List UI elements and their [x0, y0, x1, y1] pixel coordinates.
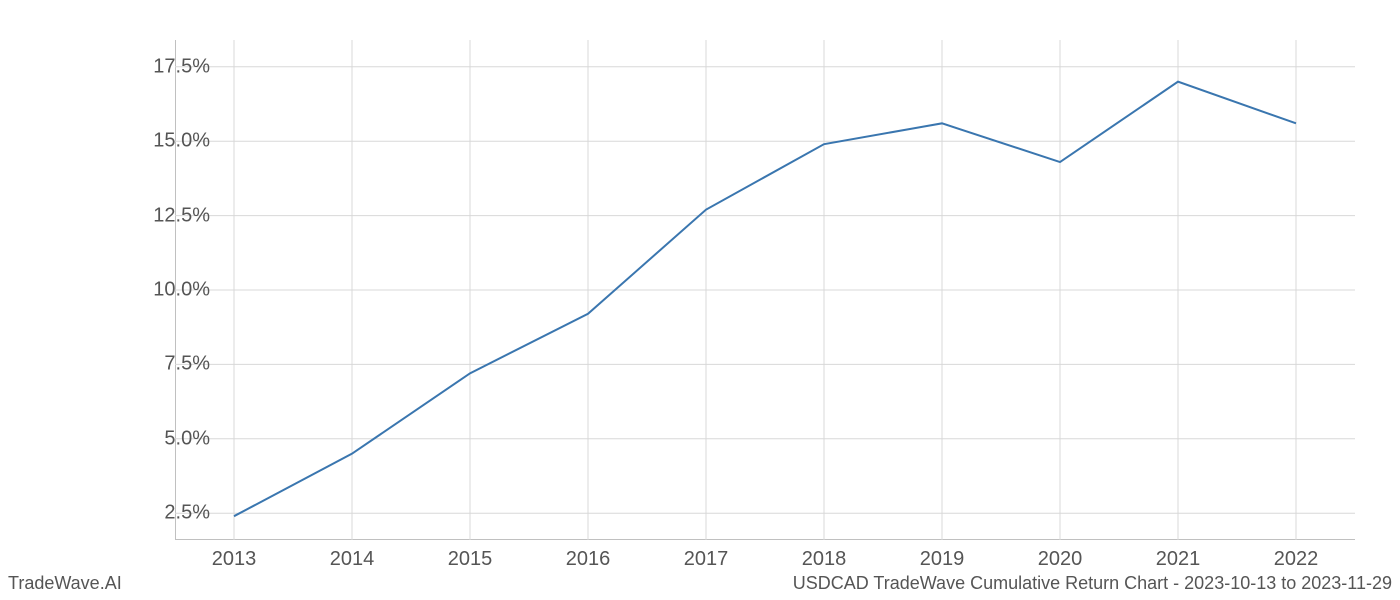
- x-tick-label: 2018: [802, 548, 847, 571]
- chart-svg: [175, 40, 1355, 540]
- y-tick-label: 17.5%: [110, 55, 210, 78]
- x-tick-label: 2021: [1156, 548, 1201, 571]
- y-tick-label: 12.5%: [110, 204, 210, 227]
- x-tick-label: 2015: [448, 548, 493, 571]
- y-tick-label: 2.5%: [110, 502, 210, 525]
- footer-right-text: USDCAD TradeWave Cumulative Return Chart…: [793, 573, 1392, 594]
- x-tick-label: 2016: [566, 548, 611, 571]
- footer-left-text: TradeWave.AI: [8, 573, 122, 594]
- x-tick-label: 2020: [1038, 548, 1083, 571]
- chart-plot-area: [175, 40, 1355, 540]
- data-line: [234, 82, 1296, 517]
- y-tick-label: 10.0%: [110, 279, 210, 302]
- y-tick-label: 15.0%: [110, 130, 210, 153]
- x-tick-label: 2014: [330, 548, 375, 571]
- x-tick-label: 2019: [920, 548, 965, 571]
- y-tick-label: 5.0%: [110, 427, 210, 450]
- x-tick-label: 2017: [684, 548, 729, 571]
- x-tick-label: 2013: [212, 548, 257, 571]
- x-tick-label: 2022: [1274, 548, 1319, 571]
- y-tick-label: 7.5%: [110, 353, 210, 376]
